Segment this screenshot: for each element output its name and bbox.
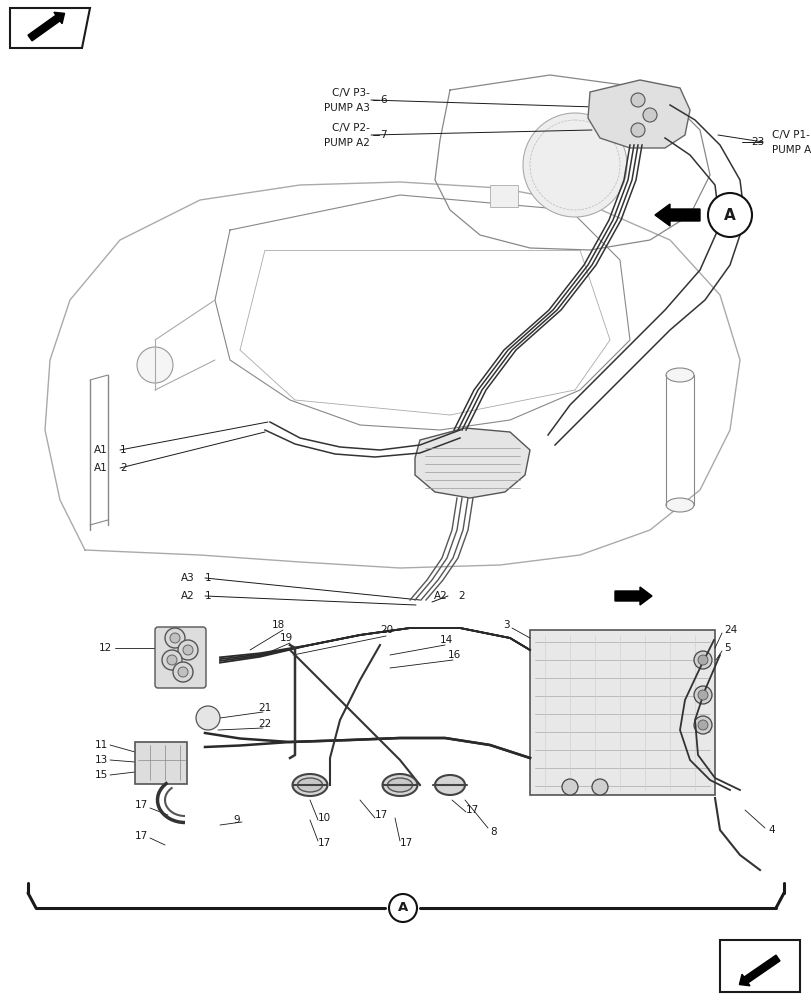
- Circle shape: [642, 108, 656, 122]
- Text: 16: 16: [448, 650, 461, 660]
- Circle shape: [697, 690, 707, 700]
- Text: A1: A1: [94, 445, 108, 455]
- Circle shape: [522, 113, 626, 217]
- Ellipse shape: [297, 778, 322, 792]
- Text: C/V P3-: C/V P3-: [332, 88, 370, 98]
- Text: 5: 5: [723, 643, 730, 653]
- Text: 9: 9: [233, 815, 240, 825]
- Text: 17: 17: [466, 805, 478, 815]
- Text: 2: 2: [457, 591, 464, 601]
- Circle shape: [630, 93, 644, 107]
- Text: A2: A2: [434, 591, 448, 601]
- Text: 24: 24: [723, 625, 736, 635]
- Text: 17: 17: [318, 838, 331, 848]
- Text: 21: 21: [258, 703, 271, 713]
- Text: 22: 22: [258, 719, 271, 729]
- Ellipse shape: [665, 498, 693, 512]
- Text: 1: 1: [120, 445, 127, 455]
- Circle shape: [165, 628, 185, 648]
- Text: 17: 17: [375, 810, 388, 820]
- Text: PUMP A1: PUMP A1: [771, 145, 811, 155]
- Text: 20: 20: [380, 625, 393, 635]
- Text: PUMP A2: PUMP A2: [324, 138, 370, 148]
- Circle shape: [693, 716, 711, 734]
- Circle shape: [178, 640, 198, 660]
- Circle shape: [169, 633, 180, 643]
- Circle shape: [137, 347, 173, 383]
- Text: 13: 13: [95, 755, 108, 765]
- Text: 19: 19: [280, 633, 293, 643]
- Circle shape: [178, 667, 188, 677]
- Circle shape: [182, 645, 193, 655]
- Text: 11: 11: [95, 740, 108, 750]
- Circle shape: [697, 720, 707, 730]
- Text: A2: A2: [181, 591, 195, 601]
- FancyArrow shape: [614, 587, 651, 605]
- Text: 17: 17: [135, 831, 148, 841]
- Circle shape: [630, 123, 644, 137]
- Ellipse shape: [292, 774, 327, 796]
- Text: PUMP A3: PUMP A3: [324, 103, 370, 113]
- Polygon shape: [10, 8, 90, 48]
- FancyBboxPatch shape: [489, 185, 517, 207]
- Text: 7: 7: [380, 130, 386, 140]
- Text: C/V P1-: C/V P1-: [771, 130, 809, 140]
- FancyBboxPatch shape: [155, 627, 206, 688]
- Circle shape: [707, 193, 751, 237]
- Ellipse shape: [435, 775, 465, 795]
- Circle shape: [693, 686, 711, 704]
- Text: 3: 3: [503, 620, 509, 630]
- Text: 17: 17: [135, 800, 148, 810]
- Text: C/V P2-: C/V P2-: [332, 123, 370, 133]
- Polygon shape: [587, 80, 689, 148]
- Text: A: A: [723, 208, 735, 223]
- Text: 14: 14: [440, 635, 453, 645]
- Text: 4: 4: [767, 825, 774, 835]
- Text: 6: 6: [380, 95, 386, 105]
- Ellipse shape: [382, 774, 417, 796]
- FancyArrow shape: [28, 12, 64, 41]
- Text: 10: 10: [318, 813, 331, 823]
- FancyBboxPatch shape: [530, 630, 714, 795]
- Circle shape: [561, 779, 577, 795]
- Circle shape: [195, 706, 220, 730]
- FancyArrow shape: [739, 955, 779, 986]
- Text: 15: 15: [95, 770, 108, 780]
- Polygon shape: [414, 428, 530, 498]
- Circle shape: [591, 779, 607, 795]
- Circle shape: [162, 650, 182, 670]
- FancyArrow shape: [654, 204, 699, 226]
- Text: 23: 23: [751, 137, 764, 147]
- Ellipse shape: [665, 368, 693, 382]
- Circle shape: [693, 651, 711, 669]
- Ellipse shape: [387, 778, 412, 792]
- Text: A3: A3: [181, 573, 195, 583]
- Text: 1: 1: [204, 573, 212, 583]
- Circle shape: [388, 894, 417, 922]
- Circle shape: [173, 662, 193, 682]
- Text: 8: 8: [489, 827, 496, 837]
- Text: 18: 18: [272, 620, 285, 630]
- Text: A1: A1: [94, 463, 108, 473]
- FancyBboxPatch shape: [719, 940, 799, 992]
- Text: 17: 17: [400, 838, 413, 848]
- Text: 12: 12: [99, 643, 112, 653]
- Text: 1: 1: [204, 591, 212, 601]
- Text: 2: 2: [120, 463, 127, 473]
- Circle shape: [697, 655, 707, 665]
- Text: A: A: [397, 901, 408, 914]
- FancyBboxPatch shape: [135, 742, 187, 784]
- Circle shape: [167, 655, 177, 665]
